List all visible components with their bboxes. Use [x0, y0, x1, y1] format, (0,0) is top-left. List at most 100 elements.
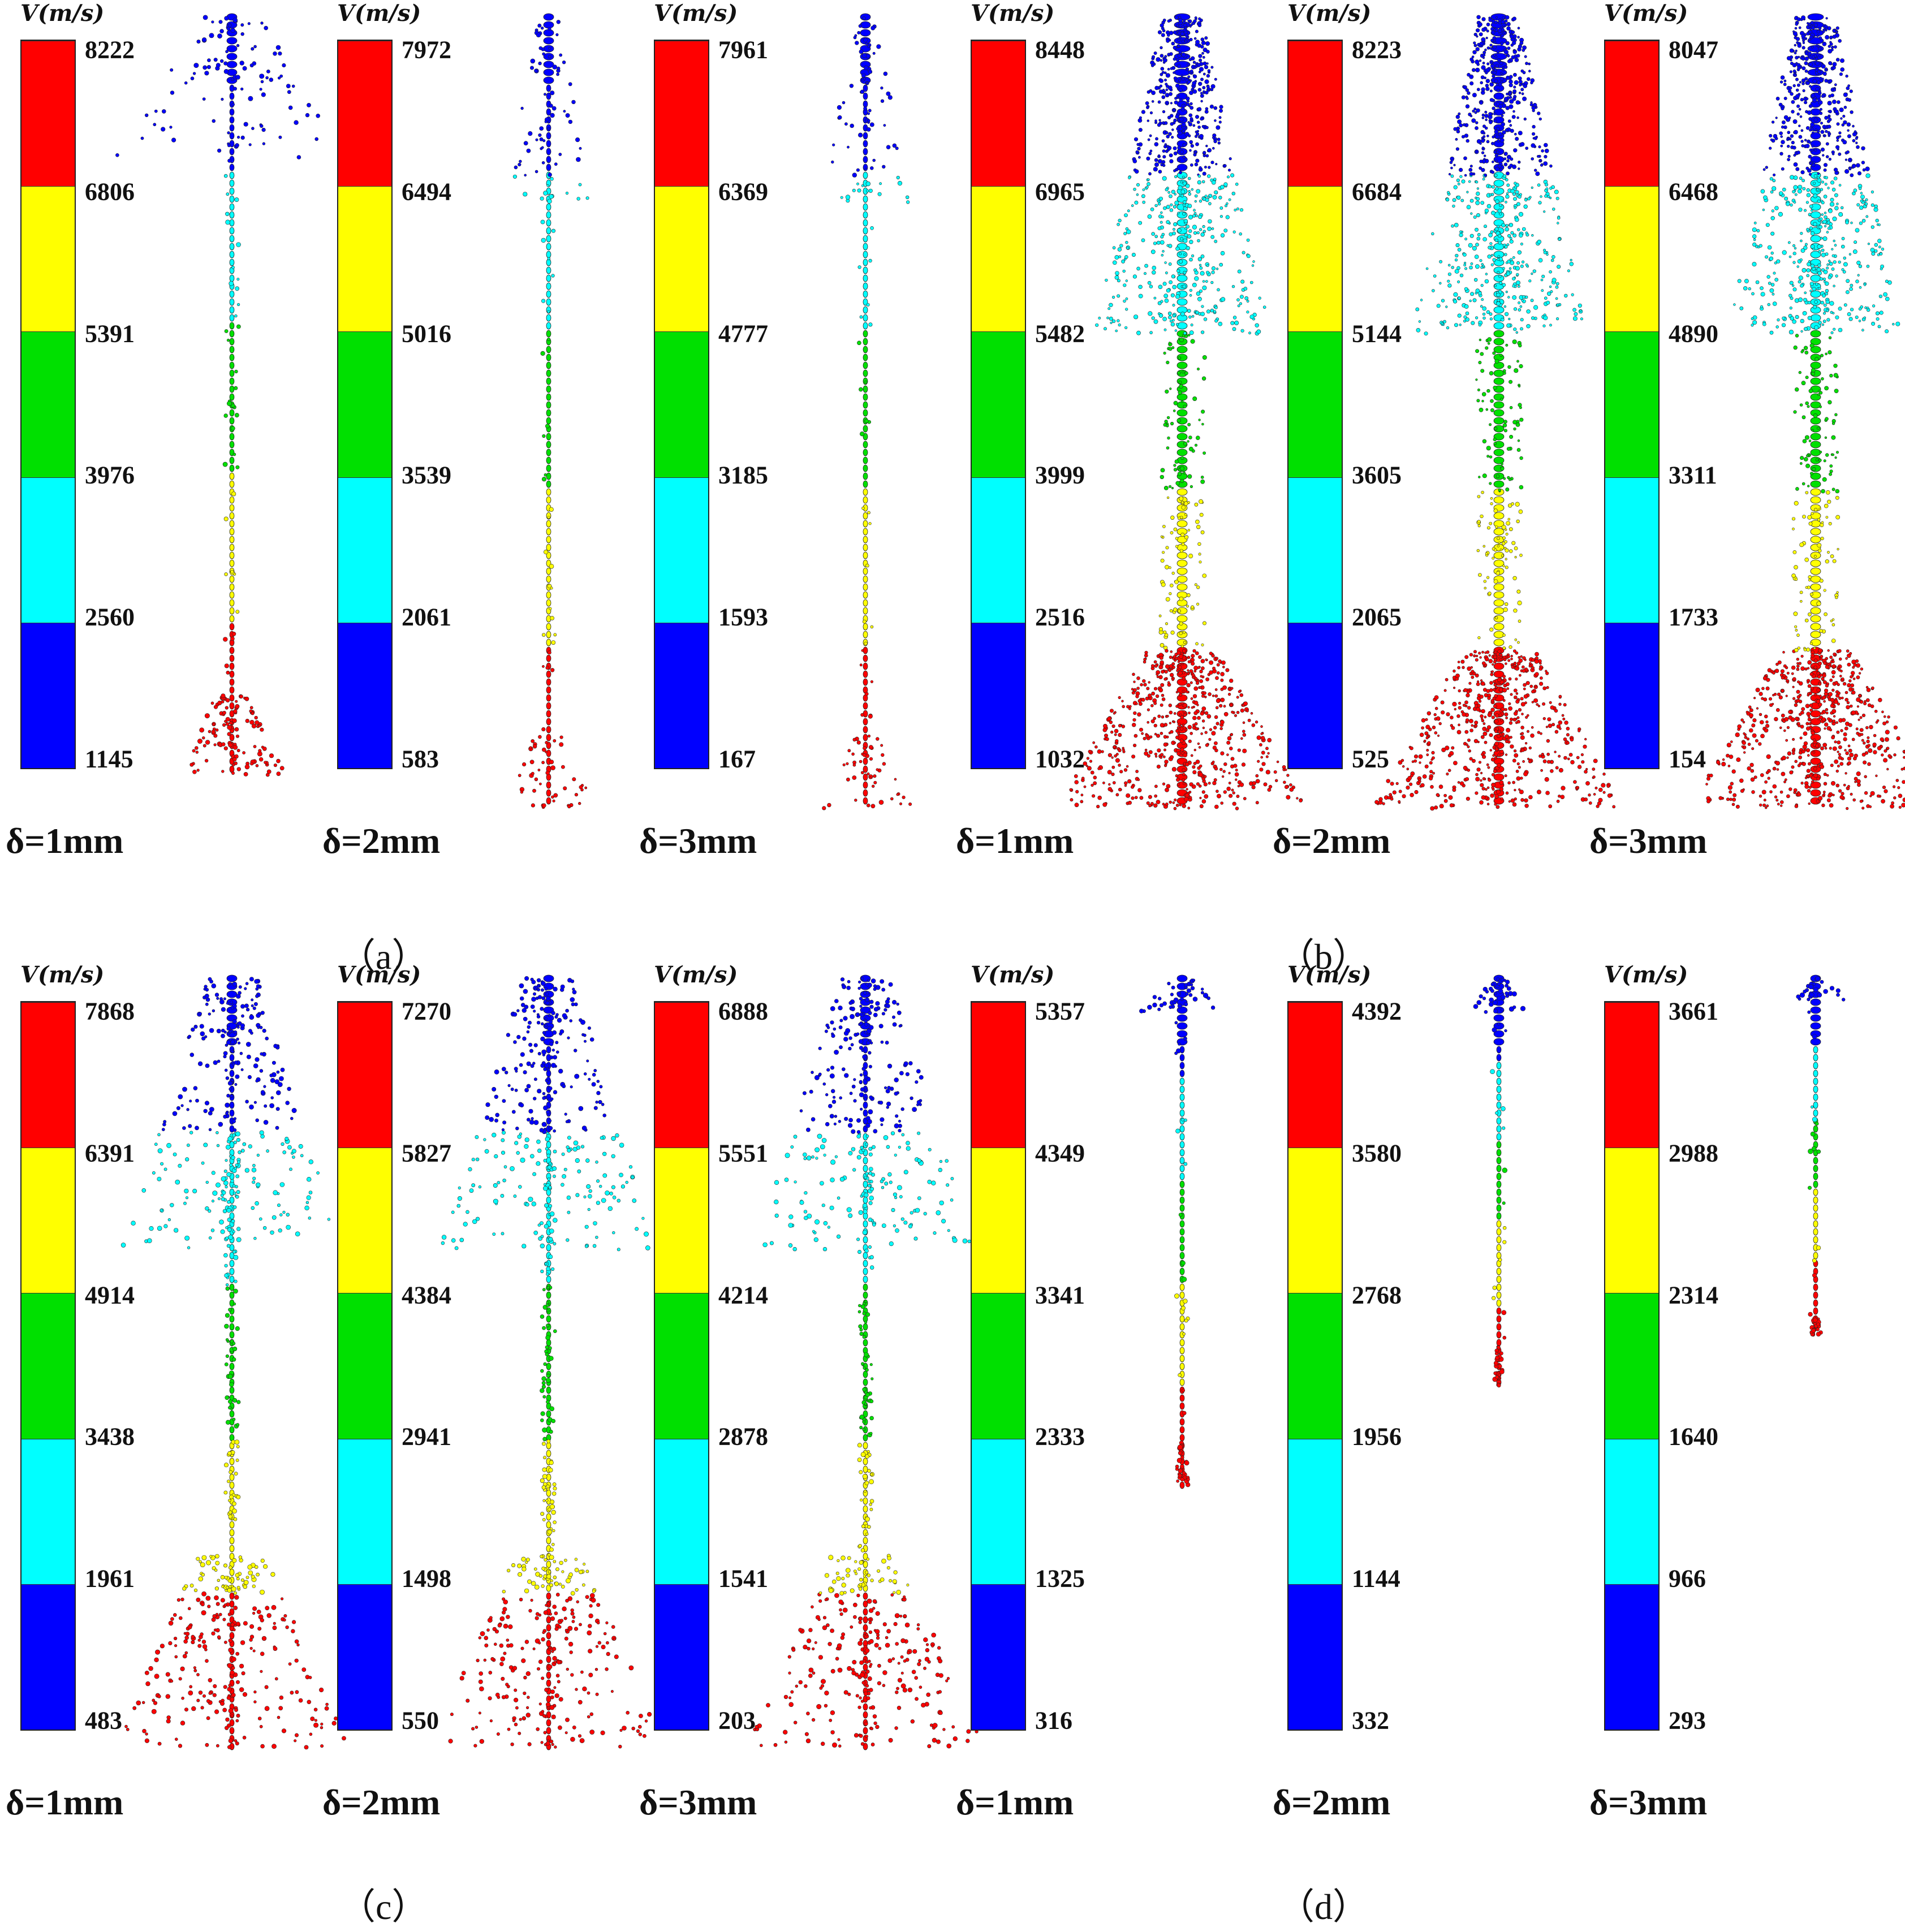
jet-particle	[1184, 728, 1188, 731]
jet-particle	[1201, 422, 1204, 426]
jet-particle	[1189, 294, 1192, 297]
jet-particle	[222, 462, 228, 467]
jet-particle	[1172, 657, 1175, 660]
jet-particle	[249, 706, 253, 710]
jet-particle	[1232, 230, 1236, 234]
jet-particle	[1131, 688, 1134, 691]
jet-particle	[1805, 126, 1810, 130]
jet-particle	[1142, 188, 1145, 191]
jet-particle	[1850, 683, 1855, 688]
jet-particle	[1504, 253, 1507, 256]
jet-particle	[1455, 253, 1459, 258]
jet-particle	[553, 739, 557, 743]
jet-particle-plot	[512, 13, 589, 809]
jet-particle	[1179, 739, 1184, 743]
jet-particle	[1196, 524, 1201, 529]
jet-particle	[1200, 100, 1203, 103]
jet-particle	[1895, 321, 1900, 326]
jet-particle	[1113, 745, 1116, 749]
jet-particle	[1150, 207, 1154, 212]
jet-particle	[1111, 724, 1115, 728]
jet-particle	[1818, 695, 1822, 698]
jet-particle	[1495, 474, 1500, 478]
jet-particle	[1457, 666, 1460, 670]
jet-particle	[1550, 258, 1554, 262]
jet-particle	[1240, 737, 1243, 740]
jet-particle	[1180, 715, 1184, 719]
jet-particle	[1846, 649, 1850, 653]
jet-particle	[1841, 268, 1844, 271]
jet-particle	[1194, 194, 1198, 198]
jet-particle	[571, 100, 576, 105]
jet-particle	[1260, 756, 1264, 759]
jet-particle	[1255, 801, 1259, 805]
jet-particle	[1519, 83, 1522, 87]
jet-particle	[1466, 693, 1470, 698]
jet-particle	[1535, 652, 1539, 657]
jet-particle	[1802, 89, 1805, 92]
jet-particle	[1493, 437, 1497, 442]
jet-particle	[1247, 718, 1251, 722]
jet-particle	[1577, 765, 1582, 769]
jet-particle	[1223, 705, 1226, 708]
jet-particle	[1505, 106, 1510, 110]
jet-particle	[1236, 298, 1240, 302]
jet-particle	[251, 711, 255, 715]
jet-particle	[1176, 751, 1181, 756]
jet-particle	[229, 124, 235, 132]
jet-particle	[1105, 278, 1108, 282]
jet-particle	[227, 23, 232, 28]
jet-particle	[1199, 166, 1202, 170]
jet-particle	[1883, 758, 1888, 763]
jet-particle	[1831, 709, 1837, 714]
jet-particle	[1520, 735, 1525, 740]
jet-particle	[1182, 212, 1186, 216]
jet-particle	[867, 119, 870, 123]
jet-particle	[1176, 488, 1188, 496]
jet-particle	[1469, 728, 1473, 732]
jet-particle	[863, 496, 868, 504]
jet-particle	[1536, 703, 1539, 706]
jet-particle	[1183, 270, 1187, 274]
jet-particle	[1501, 68, 1505, 71]
jet-particle	[1169, 280, 1173, 284]
jet-particle	[1494, 650, 1498, 654]
jet-particle	[1481, 795, 1486, 800]
jet-particle	[1810, 710, 1821, 718]
jet-particle	[1188, 711, 1191, 714]
jet-particle	[512, 174, 517, 179]
jet-particle	[1541, 752, 1544, 756]
jet-particle	[546, 132, 551, 140]
jet-particle	[1509, 239, 1514, 244]
jet-particle	[1464, 261, 1467, 265]
jet-particle	[1195, 760, 1200, 764]
jet-particle	[1469, 199, 1474, 203]
jet-particle	[1505, 717, 1508, 719]
jet-particle	[1175, 729, 1179, 733]
jet-particle	[1505, 740, 1509, 744]
jet-particle	[229, 306, 235, 314]
jet-particle	[547, 650, 551, 655]
jet-particle	[1534, 169, 1537, 172]
jet-particle	[1481, 650, 1484, 654]
jet-particle	[1216, 268, 1219, 270]
jet-particle	[1793, 185, 1798, 190]
jet-particle	[1784, 196, 1788, 201]
jet-particle	[1488, 654, 1491, 657]
jet-particle	[1438, 722, 1442, 726]
jet-particle	[1228, 687, 1231, 690]
jet-particle	[547, 337, 551, 341]
color-band	[655, 186, 708, 332]
jet-particle	[1455, 147, 1459, 151]
jet-particle	[1214, 119, 1217, 122]
jet-particle	[1752, 262, 1757, 267]
jet-particle	[1522, 260, 1525, 264]
jet-particle	[1218, 120, 1222, 124]
jet-particle	[1148, 804, 1152, 808]
jet-particle	[1471, 55, 1475, 58]
jet-particle	[1468, 749, 1472, 753]
jet-particle	[1231, 192, 1235, 196]
jet-particle	[1153, 296, 1157, 300]
jet-particle	[1164, 298, 1169, 303]
jet-particle	[1199, 58, 1203, 62]
